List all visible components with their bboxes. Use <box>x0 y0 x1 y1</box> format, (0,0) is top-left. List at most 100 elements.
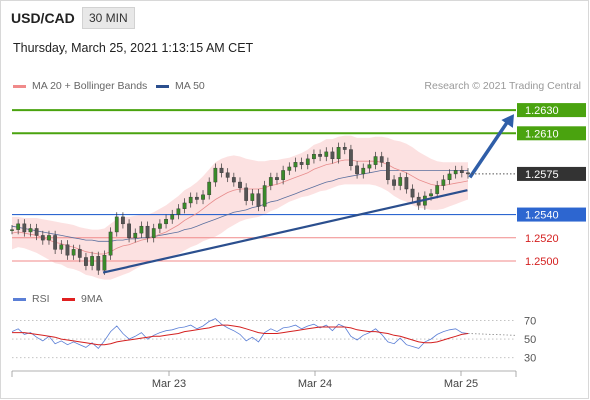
rsi-line <box>11 318 469 349</box>
candle-body <box>201 194 205 200</box>
legend-ma50-swatch <box>156 84 169 88</box>
candle-body <box>312 153 316 160</box>
legend-ma-bb: MA 20 + Bollinger Bands <box>13 80 147 92</box>
candle-body <box>287 166 292 171</box>
level-label-1.2540: 1.2540 <box>525 210 559 222</box>
rsi-ma-line <box>12 324 469 346</box>
candle-body <box>268 177 273 186</box>
candle-body <box>238 181 242 189</box>
candle-body <box>90 256 94 266</box>
candle-body <box>293 162 298 168</box>
candle-body <box>373 156 378 165</box>
candle-body <box>379 156 384 163</box>
candle-body <box>182 202 187 209</box>
candle-body <box>164 218 168 225</box>
candle-body <box>10 229 14 231</box>
candle-body <box>127 223 131 238</box>
rsi-tick-30: 30 <box>524 353 536 365</box>
candle-body <box>299 162 304 165</box>
level-tag-bg-1.2540 <box>517 207 586 222</box>
candle-body <box>386 162 390 180</box>
candle-body <box>256 193 261 207</box>
legend-ma50: MA 50 <box>156 80 205 92</box>
candle-body <box>435 185 440 194</box>
candle-body <box>133 232 138 238</box>
candle-body <box>281 170 286 180</box>
level-tag-bg-1.2610 <box>517 126 586 141</box>
ma50-line <box>11 169 468 242</box>
legend-ma-bb-swatch <box>13 84 26 88</box>
uptrend-line <box>102 189 468 274</box>
candle-body <box>22 223 27 233</box>
candle-body <box>355 165 359 175</box>
candle-body <box>28 228 33 233</box>
candle-body <box>275 177 279 180</box>
candle-body <box>305 158 310 165</box>
projection-arrow-shaft <box>468 120 510 179</box>
rsi-tick-70: 70 <box>524 315 536 327</box>
candle-body <box>231 177 236 183</box>
legend-ma-bb-label: MA 20 + Bollinger Bands <box>32 80 148 92</box>
credit-text: Research © 2021 Trading Central <box>424 80 581 92</box>
candle-body <box>459 170 464 173</box>
candle-body <box>225 172 230 178</box>
candle-body <box>219 167 224 173</box>
candle-body <box>429 193 433 197</box>
candle-body <box>102 254 107 271</box>
last-price-tag-bg <box>517 166 586 181</box>
candle-body <box>108 231 113 256</box>
candle-body <box>392 179 396 186</box>
candle-body <box>65 244 70 256</box>
candle-body <box>96 256 101 271</box>
candle-body <box>441 179 446 186</box>
candle-body <box>170 214 175 220</box>
legend-rsi-ma: 9MA <box>62 293 103 305</box>
candle-body <box>151 228 156 238</box>
rsi-last-line <box>467 333 517 336</box>
candle-body <box>213 167 218 183</box>
legend-rsi-label: RSI <box>32 293 50 305</box>
timestamp: Thursday, March 25, 2021 1:13:15 AM CET <box>13 41 254 55</box>
last-price-label: 1.2575 <box>525 169 559 181</box>
candle-body <box>114 216 119 233</box>
candle-body <box>139 225 144 234</box>
level-label-1.2630: 1.2630 <box>525 105 559 117</box>
candle-body <box>330 151 335 160</box>
candle-body <box>40 235 45 241</box>
candle-body <box>207 181 212 196</box>
candle-body <box>158 223 162 229</box>
candle-body <box>404 177 409 190</box>
candle-body <box>447 173 452 180</box>
candle-body <box>121 216 125 225</box>
x-tick-label-0: Mar 23 <box>152 378 186 390</box>
candle-body <box>349 149 353 167</box>
level-label-1.2520: 1.2520 <box>525 233 559 245</box>
candle-body <box>318 153 322 157</box>
level-label-1.2500: 1.2500 <box>525 256 559 268</box>
interval-button[interactable]: 30 MIN <box>82 7 135 29</box>
bollinger-band-area <box>12 135 468 280</box>
candle-body <box>361 167 366 175</box>
candle-body <box>176 208 181 215</box>
candle-body <box>34 228 39 236</box>
candle-body <box>324 151 329 157</box>
legend-rsi-swatch <box>13 297 26 301</box>
candle-body <box>47 235 51 241</box>
candle-body <box>262 185 267 207</box>
legend-ma50-label: MA 50 <box>175 80 205 92</box>
legend-rsi-ma-swatch <box>62 297 75 301</box>
candle-body <box>398 177 403 186</box>
symbol-title: USD/CAD <box>11 10 75 26</box>
level-tag-bg-1.2630 <box>517 103 586 118</box>
candle-body <box>410 188 415 198</box>
candle-body <box>16 223 21 230</box>
candle-body <box>244 187 249 201</box>
candle-body <box>59 244 64 250</box>
candle-body <box>367 164 372 169</box>
candle-body <box>53 235 58 250</box>
x-tick-label-2: Mar 25 <box>444 378 478 390</box>
level-label-1.2610: 1.2610 <box>525 128 559 140</box>
candle-body <box>84 257 88 266</box>
candle-body <box>77 249 82 258</box>
